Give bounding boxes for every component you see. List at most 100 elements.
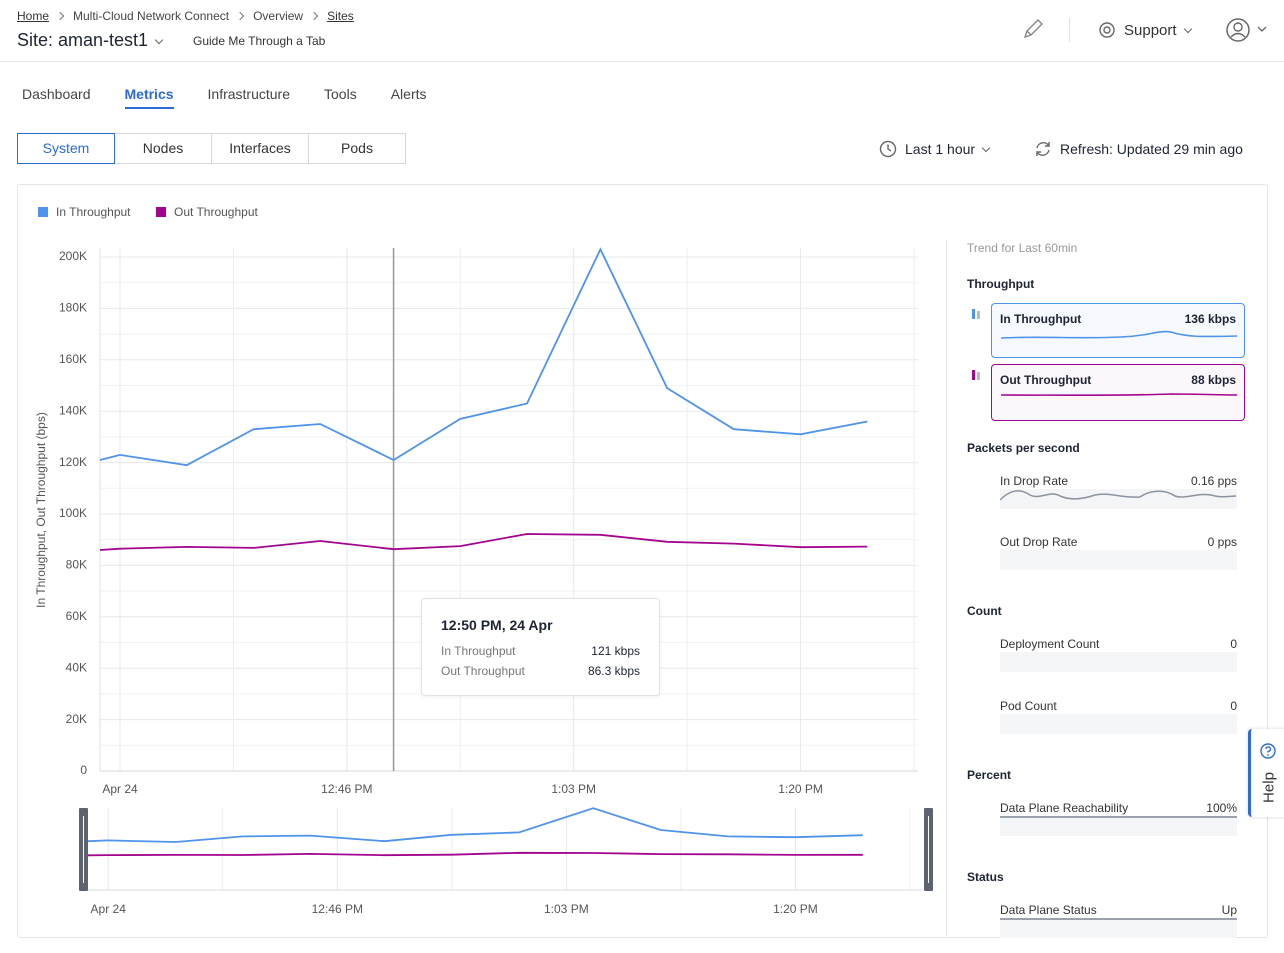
y-axis-label: In Throughput, Out Throughput (bps) <box>34 412 48 608</box>
tooltip-series-name: In Throughput <box>441 644 516 658</box>
tab[interactable]: Tools <box>324 86 357 102</box>
metric-value: Up <box>1221 903 1237 917</box>
site-title-text: Site: aman-test1 <box>17 30 149 50</box>
tooltip-value: 121 kbps <box>591 644 640 658</box>
sparkline-area <box>1000 816 1237 836</box>
dropdown-icon <box>1183 24 1192 34</box>
metric-card[interactable]: Out Throughput 88 kbps <box>991 364 1245 421</box>
panel-divider <box>946 240 947 936</box>
x-tick-label: Apr 24 <box>91 902 127 916</box>
sparkline-area <box>1000 550 1237 570</box>
y-tick-label: 100K <box>59 506 87 520</box>
time-range[interactable]: Last 1 hour <box>905 141 991 157</box>
series-line <box>99 247 868 467</box>
subtab[interactable]: Interfaces <box>211 133 309 164</box>
metric-name: In Drop Rate <box>1000 474 1069 488</box>
section-title: Percent <box>967 768 1012 782</box>
sparkline-area <box>1000 489 1237 509</box>
y-tick-label: 120K <box>59 455 87 469</box>
breadcrumb-item: Overview <box>253 9 304 23</box>
tab[interactable]: Metrics <box>124 86 174 109</box>
series-icon <box>972 370 980 380</box>
legend-swatch <box>38 207 48 217</box>
help-text: Help <box>1260 772 1278 803</box>
breadcrumb-item[interactable]: Home <box>17 9 50 23</box>
x-tick-label: 12:46 PM <box>321 782 372 796</box>
support-text: Support <box>1124 22 1177 39</box>
legend-label: Out Throughput <box>174 205 259 219</box>
series-icon <box>972 309 980 319</box>
trend-panel: Trend for Last 60min Throughput In Through… <box>946 230 1266 938</box>
sparkline <box>1001 330 1237 339</box>
header <box>0 0 1284 62</box>
sparkline-area <box>1000 714 1237 734</box>
user-menu[interactable] <box>1224 16 1274 44</box>
y-tick-label: 20K <box>66 712 87 726</box>
sparkline <box>1001 393 1237 397</box>
metric-name: Data Plane Reachability <box>1000 801 1129 815</box>
breadcrumb: Home Multi-Cloud Network Connect Overview S… <box>17 9 354 23</box>
subtab[interactable]: System <box>17 133 115 164</box>
refresh-icon[interactable] <box>1034 140 1052 158</box>
y-tick-label: 140K <box>59 403 87 417</box>
metric-value: 136 kbps <box>1184 312 1236 326</box>
y-tick-label: 0 <box>80 763 87 777</box>
tab[interactable]: Dashboard <box>22 86 91 102</box>
sparkline <box>1000 490 1236 501</box>
subtab-bar: System Nodes Interfaces Pods <box>17 133 406 164</box>
x-tick-label: 12:46 PM <box>312 902 363 916</box>
metrics-card <box>17 184 1268 938</box>
metric-name: Out Drop Rate <box>1000 535 1078 549</box>
site-title[interactable]: Site: aman-test1 <box>17 30 164 51</box>
edit-icon[interactable] <box>1020 16 1046 42</box>
y-tick-label: 80K <box>66 558 87 572</box>
divider <box>1069 18 1070 42</box>
tooltip-title: 12:50 PM, 24 Apr <box>441 617 553 633</box>
clock-icon <box>879 140 897 158</box>
metric-value: 100% <box>1206 801 1237 815</box>
help-icon <box>1260 743 1276 759</box>
series-line <box>87 851 863 857</box>
guide-link[interactable]: Guide Me Through a Tab <box>193 34 326 48</box>
breadcrumb-item: Multi-Cloud Network Connect <box>73 9 230 23</box>
y-tick-label: 40K <box>66 660 87 674</box>
tab-bar: Dashboard Metrics Infrastructure Tools Alert… <box>22 86 427 109</box>
metric-name: Data Plane Status <box>1000 903 1097 917</box>
x-tick-label: 1:20 PM <box>778 782 823 796</box>
support-icon <box>1099 22 1115 38</box>
sparkline-area <box>1000 918 1237 938</box>
subtab[interactable]: Nodes <box>114 133 212 164</box>
metric-name: Pod Count <box>1000 699 1057 713</box>
metric-name: Out Throughput <box>1000 373 1092 387</box>
dropdown-icon <box>981 143 991 153</box>
panel-caption: Trend for Last 60min <box>967 241 1078 255</box>
y-tick-label: 160K <box>59 352 87 366</box>
tab[interactable]: Alerts <box>390 86 427 102</box>
time-range-text: Last 1 hour <box>905 141 976 157</box>
breadcrumb-item[interactable]: Sites <box>327 9 354 23</box>
tooltip-value: 86.3 kbps <box>587 664 640 678</box>
series-line <box>99 533 868 551</box>
metric-value: 0 pps <box>1207 535 1237 549</box>
support-menu[interactable]: Support <box>1124 22 1192 39</box>
metric-name: In Throughput <box>1000 312 1082 326</box>
metric-name: Deployment Count <box>1000 637 1100 651</box>
section-title: Count <box>967 604 1002 618</box>
section-title: Status <box>967 870 1004 884</box>
x-tick-label: 1:20 PM <box>773 902 818 916</box>
section-title: Packets per second <box>967 441 1080 455</box>
x-tick-label: 1:03 PM <box>544 902 589 916</box>
x-tick-label: Apr 24 <box>102 782 138 796</box>
metric-card[interactable]: In Throughput 136 kbps <box>991 303 1245 358</box>
sparkline-area <box>1000 652 1237 672</box>
subtab[interactable]: Pods <box>308 133 406 164</box>
tooltip: 12:50 PM, 24 Apr In Throughput 121 kbps Out… <box>421 598 660 696</box>
section-title: Throughput <box>967 277 1035 291</box>
y-tick-label: 60K <box>66 609 87 623</box>
y-tick-label: 200K <box>59 249 87 263</box>
help-tab[interactable]: Help <box>1248 729 1284 817</box>
series-line <box>87 807 863 843</box>
tab[interactable]: Infrastructure <box>207 86 291 102</box>
y-tick-label: 180K <box>59 301 87 315</box>
